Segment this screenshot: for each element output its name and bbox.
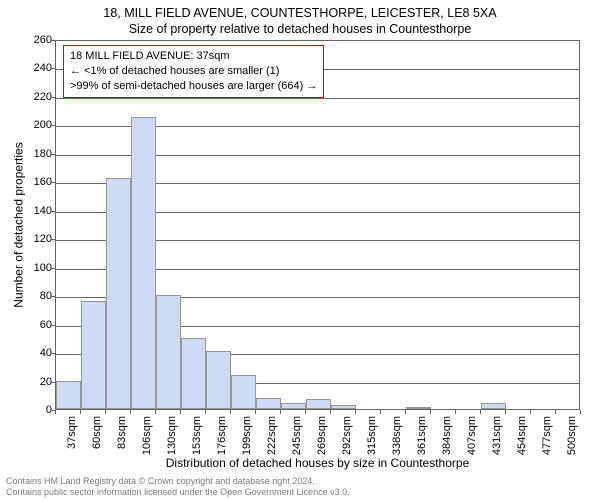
x-tick-label: 130sqm (166, 416, 178, 455)
histogram-bar (81, 301, 106, 409)
x-tick (205, 410, 206, 414)
histogram-bar (181, 338, 206, 409)
y-tick (51, 382, 55, 383)
x-tick-label: 37sqm (66, 416, 78, 449)
histogram-bar (306, 399, 331, 409)
x-tick (130, 410, 131, 414)
y-tick (51, 268, 55, 269)
x-tick-label: 245sqm (291, 416, 303, 455)
y-tick-label: 100 (12, 262, 52, 274)
x-tick-label: 454sqm (516, 416, 528, 455)
histogram-bar (481, 403, 506, 409)
y-axis-label: Number of detached properties (12, 142, 26, 307)
x-tick (155, 410, 156, 414)
x-tick (455, 410, 456, 414)
y-tick (51, 154, 55, 155)
x-tick (380, 410, 381, 414)
x-tick-label: 222sqm (266, 416, 278, 455)
x-tick (430, 410, 431, 414)
y-tick-label: 260 (12, 34, 52, 46)
x-tick-label: 269sqm (316, 416, 328, 455)
y-tick (51, 325, 55, 326)
attribution-line2: Contains public sector information licen… (6, 487, 350, 498)
x-tick (555, 410, 556, 414)
y-tick-label: 80 (12, 290, 52, 302)
y-tick-label: 220 (12, 91, 52, 103)
x-tick-label: 153sqm (191, 416, 203, 455)
x-tick (180, 410, 181, 414)
x-tick-label: 361sqm (416, 416, 428, 455)
x-tick-label: 106sqm (141, 416, 153, 455)
y-tick-label: 180 (12, 148, 52, 160)
x-tick (505, 410, 506, 414)
x-tick (280, 410, 281, 414)
x-tick-label: 292sqm (341, 416, 353, 455)
histogram-bar (56, 381, 81, 409)
y-tick (51, 125, 55, 126)
y-tick (51, 40, 55, 41)
x-tick (105, 410, 106, 414)
attribution-text: Contains HM Land Registry data © Crown c… (6, 476, 350, 498)
x-tick (530, 410, 531, 414)
x-tick-label: 315sqm (366, 416, 378, 455)
y-tick (51, 182, 55, 183)
histogram-bar (106, 178, 131, 409)
x-axis-label: Distribution of detached houses by size … (55, 456, 580, 470)
y-tick-label: 20 (12, 376, 52, 388)
y-tick-label: 160 (12, 176, 52, 188)
x-tick (305, 410, 306, 414)
annotation-line3: >99% of semi-detached houses are larger … (70, 79, 317, 94)
histogram-bar (231, 375, 256, 409)
page-subtitle: Size of property relative to detached ho… (0, 20, 600, 36)
y-tick (51, 211, 55, 212)
x-tick (330, 410, 331, 414)
x-tick-label: 431sqm (491, 416, 503, 455)
attribution-line1: Contains HM Land Registry data © Crown c… (6, 476, 350, 487)
x-tick (355, 410, 356, 414)
x-tick (80, 410, 81, 414)
histogram-bar (206, 351, 231, 409)
y-tick-label: 140 (12, 205, 52, 217)
gridline (56, 98, 579, 99)
property-annotation-box: 18 MILL FIELD AVENUE: 37sqm ← <1% of det… (63, 45, 324, 98)
histogram-bar (131, 117, 156, 409)
annotation-line2: ← <1% of detached houses are smaller (1) (70, 64, 317, 79)
x-tick (255, 410, 256, 414)
y-tick-label: 60 (12, 319, 52, 331)
annotation-line1: 18 MILL FIELD AVENUE: 37sqm (70, 49, 317, 64)
y-tick-label: 240 (12, 62, 52, 74)
x-tick-label: 176sqm (216, 416, 228, 455)
y-tick-label: 120 (12, 233, 52, 245)
x-tick (55, 410, 56, 414)
x-tick-label: 407sqm (466, 416, 478, 455)
x-tick (405, 410, 406, 414)
x-tick-label: 60sqm (91, 416, 103, 449)
x-tick (230, 410, 231, 414)
y-tick-label: 0 (12, 404, 52, 416)
page-title: 18, MILL FIELD AVENUE, COUNTESTHORPE, LE… (0, 0, 600, 20)
x-tick-label: 384sqm (441, 416, 453, 455)
histogram-bar (331, 405, 356, 409)
x-tick-label: 477sqm (541, 416, 553, 455)
y-tick (51, 296, 55, 297)
x-tick (480, 410, 481, 414)
histogram-bar (256, 398, 281, 409)
histogram-bar (156, 295, 181, 409)
x-tick-label: 338sqm (391, 416, 403, 455)
x-tick (580, 410, 581, 414)
y-tick (51, 239, 55, 240)
x-tick-label: 199sqm (241, 416, 253, 455)
histogram-bar (281, 403, 306, 409)
histogram-bar (406, 407, 431, 409)
y-tick (51, 353, 55, 354)
x-tick-label: 500sqm (566, 416, 578, 455)
y-tick-label: 40 (12, 347, 52, 359)
y-tick-label: 200 (12, 119, 52, 131)
x-tick-label: 83sqm (116, 416, 128, 449)
y-tick (51, 97, 55, 98)
y-tick (51, 68, 55, 69)
